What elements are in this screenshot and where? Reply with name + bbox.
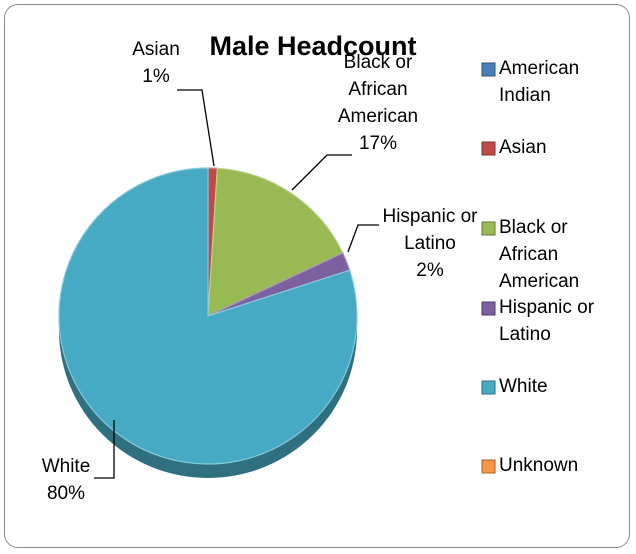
data-label-line: 2%: [416, 260, 444, 281]
legend-label-line: Asian: [499, 137, 547, 158]
data-label-line: Black or: [344, 52, 413, 73]
pie-top: [58, 167, 358, 465]
legend-label-line: Latino: [499, 324, 551, 345]
data-label-text-black-or-african-american: Black or African American 17%: [338, 52, 418, 154]
legend: American Indian Asian Black or African Americ…: [481, 58, 595, 476]
legend-label-american-indian: American Indian: [499, 58, 579, 106]
legend-label-black-or-african-american: Black or African American: [499, 217, 579, 292]
legend-label-line: American: [499, 271, 579, 292]
data-label-text-hispanic-or-latino: Hispanic or Latino 2%: [382, 206, 478, 281]
legend-swatch-white: [481, 380, 496, 395]
leader-line-white: [94, 420, 115, 479]
legend-item-asian: Asian: [481, 137, 547, 158]
legend-swatch-unknown: [481, 459, 496, 474]
leader-line-black-or-african-american: [291, 154, 352, 191]
legend-item-american-indian: American Indian: [481, 58, 579, 106]
data-label-line: Latino: [404, 233, 456, 254]
legend-label-line: American: [499, 58, 579, 79]
data-label-asian: Asian 1%: [132, 39, 215, 167]
data-label-black-or-african-american: Black or African American 17%: [291, 52, 418, 191]
data-label-line: 1%: [142, 66, 170, 87]
data-labels: Asian 1% Black or African American 17% Hispani…: [42, 39, 478, 504]
legend-label-line: Unknown: [499, 455, 578, 476]
legend-item-hispanic-or-latino: Hispanic or Latino: [481, 297, 595, 345]
pie-slices: [58, 167, 358, 478]
data-label-line: Hispanic or: [382, 206, 478, 227]
leader-line-hispanic-or-latino: [347, 224, 379, 253]
data-label-line: 80%: [47, 483, 85, 504]
data-label-line: African: [348, 79, 407, 100]
data-label-line: White: [42, 456, 91, 477]
legend-label-white: White: [499, 376, 548, 397]
data-label-white: White 80%: [42, 420, 115, 504]
data-label-line: American: [338, 106, 418, 127]
legend-swatch-american-indian: [481, 62, 496, 77]
legend-item-unknown: Unknown: [481, 455, 578, 476]
legend-label-line: African: [499, 244, 558, 265]
legend-label-asian: Asian: [499, 137, 547, 158]
data-label-text-white: White 80%: [42, 456, 91, 504]
legend-swatch-hispanic-or-latino: [481, 301, 496, 316]
slice-black-or-african-american: [207, 167, 344, 317]
chart-title: Male Headcount: [209, 31, 416, 61]
data-label-line: Asian: [132, 39, 180, 60]
legend-label-line: White: [499, 376, 548, 397]
slice-white: [58, 167, 358, 465]
legend-swatch-asian: [481, 141, 496, 156]
legend-label-line: Black or: [499, 217, 568, 238]
data-label-text-asian: Asian 1%: [132, 39, 180, 87]
legend-label-unknown: Unknown: [499, 455, 578, 476]
data-label-line: 17%: [359, 133, 397, 154]
legend-swatch-black-or-african-american: [481, 221, 496, 236]
legend-label-line: Hispanic or: [499, 297, 595, 318]
legend-label-line: Indian: [499, 85, 551, 106]
legend-item-white: White: [481, 376, 548, 397]
legend-item-black-or-african-american: Black or African American: [481, 217, 579, 292]
legend-label-hispanic-or-latino: Hispanic or Latino: [499, 297, 595, 345]
leader-line-asian: [177, 89, 215, 167]
data-label-hispanic-or-latino: Hispanic or Latino 2%: [347, 206, 478, 281]
